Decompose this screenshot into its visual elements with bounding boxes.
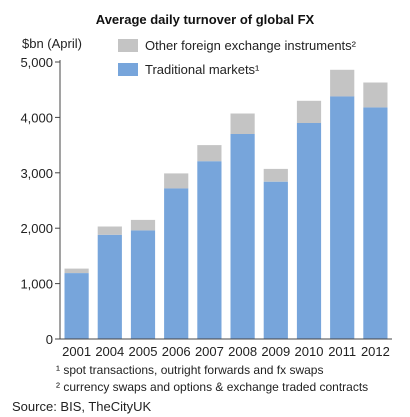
bar-traditional-2008: [230, 134, 255, 339]
bar-other-2010: [296, 100, 322, 123]
bar-traditional-2004: [97, 234, 122, 339]
y-tick-label: 2,000: [20, 221, 53, 236]
bar-other-2012: [363, 82, 388, 108]
bar-traditional-2009: [263, 181, 288, 339]
bar-other-2006: [164, 173, 189, 189]
x-tick-label: 2001: [62, 344, 91, 359]
x-axis: 2001 2004 2005 2006 2007 2008 2009 2010 2011 2012: [60, 338, 392, 359]
y-tick-label: 1,000: [20, 277, 53, 292]
bar-other-2009: [263, 168, 288, 182]
bar-traditional-2011: [330, 96, 355, 339]
bar-other-2004: [97, 226, 122, 235]
bar-traditional-2007: [197, 161, 222, 339]
bars: [64, 69, 388, 340]
x-tick-label: 2009: [261, 344, 290, 359]
bar-other-2001: [64, 268, 89, 273]
bar-traditional-2005: [130, 230, 156, 339]
chart-title: Average daily turnover of global FX: [96, 12, 315, 27]
y-tick-label: 4,000: [20, 110, 53, 125]
source-note: Source: BIS, TheCityUK: [12, 399, 152, 414]
legend-swatch-traditional: [118, 63, 138, 76]
y-axis-label: $bn (April): [22, 36, 82, 51]
bar-other-2007: [197, 145, 222, 162]
bar-traditional-2012: [363, 107, 388, 340]
x-tick-label: 2010: [295, 344, 324, 359]
x-tick-label: 2008: [228, 344, 257, 359]
bar-other-2011: [330, 69, 355, 97]
legend-swatch-other: [118, 39, 138, 52]
bar-other-2005: [130, 219, 156, 231]
footnote-1: ¹ spot transactions, outright forwards a…: [56, 363, 323, 377]
x-tick-label: 2011: [328, 344, 356, 359]
bar-other-2008: [230, 113, 255, 134]
x-tick-label: 2007: [195, 344, 224, 359]
y-tick-label: 5,000: [20, 55, 53, 70]
x-tick-label: 2005: [129, 344, 158, 359]
bar-traditional-2001: [64, 273, 89, 339]
legend-label-other: Other foreign exchange instruments²: [145, 38, 357, 53]
y-tick-label: 0: [46, 332, 53, 347]
legend-label-traditional: Traditional markets¹: [145, 62, 260, 77]
bar-traditional-2010: [296, 122, 322, 340]
legend: Other foreign exchange instruments² Trad…: [118, 38, 357, 77]
bar-traditional-2006: [164, 188, 189, 339]
x-tick-label: 2012: [361, 344, 390, 359]
x-tick-label: 2004: [95, 344, 124, 359]
x-tick-label: 2006: [162, 344, 191, 359]
y-tick-label: 3,000: [20, 166, 53, 181]
footnote-2: ² currency swaps and options & exchange …: [56, 380, 368, 394]
y-axis: 0 1,000 2,000 3,000 4,000 5,000: [20, 55, 61, 347]
